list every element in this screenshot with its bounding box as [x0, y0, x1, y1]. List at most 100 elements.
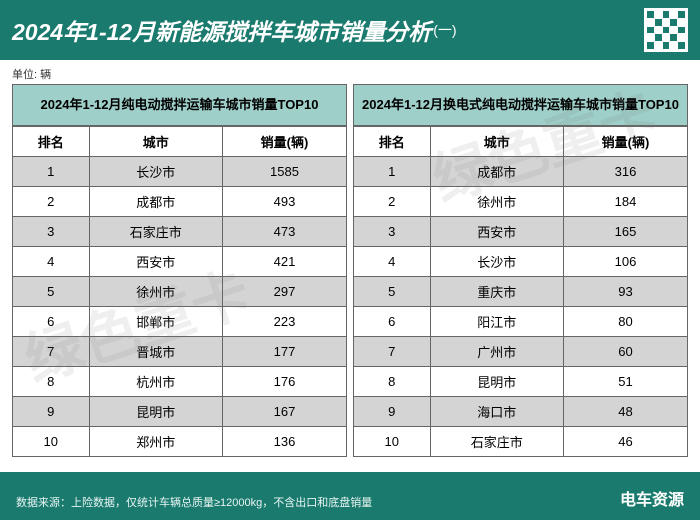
table-row: 4长沙市106 [354, 247, 688, 277]
table-cell: 石家庄市 [89, 217, 222, 247]
table-row: 8昆明市51 [354, 367, 688, 397]
column-header: 排名 [13, 127, 90, 157]
table-cell: 48 [564, 397, 688, 427]
table-cell: 8 [13, 367, 90, 397]
table-cell: 4 [354, 247, 431, 277]
column-header: 城市 [89, 127, 222, 157]
table-row: 1成都市316 [354, 157, 688, 187]
table-cell: 8 [354, 367, 431, 397]
table-cell: 昆明市 [430, 367, 563, 397]
left-table-title: 2024年1-12月纯电动搅拌运输车城市销量TOP10 [12, 84, 347, 126]
table-row: 9昆明市167 [13, 397, 347, 427]
table-row: 3石家庄市473 [13, 217, 347, 247]
table-cell: 徐州市 [89, 277, 222, 307]
table-cell: 60 [564, 337, 688, 367]
table-cell: 184 [564, 187, 688, 217]
table-cell: 223 [223, 307, 347, 337]
table-cell: 10 [354, 427, 431, 457]
column-header: 城市 [430, 127, 563, 157]
footer-bar: 数据来源：上险数据，仅统计车辆总质量≥12000kg，不含出口和底盘销量 电车资… [0, 472, 700, 520]
table-row: 7广州市60 [354, 337, 688, 367]
table-cell: 3 [13, 217, 90, 247]
page-root: 2024年1-12月新能源搅拌车城市销量分析 (一) 单位: 辆 2024年1-… [0, 0, 700, 520]
table-cell: 7 [354, 337, 431, 367]
table-cell: 316 [564, 157, 688, 187]
table-cell: 106 [564, 247, 688, 277]
table-row: 6阳江市80 [354, 307, 688, 337]
table-cell: 473 [223, 217, 347, 247]
table-cell: 5 [13, 277, 90, 307]
table-cell: 176 [223, 367, 347, 397]
table-cell: 3 [354, 217, 431, 247]
table-row: 6邯郸市223 [13, 307, 347, 337]
table-cell: 1 [354, 157, 431, 187]
table-row: 2成都市493 [13, 187, 347, 217]
table-cell: 177 [223, 337, 347, 367]
table-cell: 2 [354, 187, 431, 217]
table-row: 10石家庄市46 [354, 427, 688, 457]
table-cell: 4 [13, 247, 90, 277]
table-cell: 80 [564, 307, 688, 337]
table-cell: 493 [223, 187, 347, 217]
table-cell: 10 [13, 427, 90, 457]
table-cell: 167 [223, 397, 347, 427]
data-source-note: 数据来源：上险数据，仅统计车辆总质量≥12000kg，不含出口和底盘销量 [16, 494, 372, 510]
table-cell: 136 [223, 427, 347, 457]
table-row: 2徐州市184 [354, 187, 688, 217]
brand-logo: 电车资源 [620, 486, 684, 510]
qr-code-icon [644, 8, 688, 52]
page-title: 2024年1-12月新能源搅拌车城市销量分析 [12, 13, 431, 47]
table-cell: 成都市 [430, 157, 563, 187]
table-cell: 阳江市 [430, 307, 563, 337]
table-cell: 西安市 [89, 247, 222, 277]
right-table: 排名城市销量(辆) 1成都市3162徐州市1843西安市1654长沙市1065重… [353, 126, 688, 457]
table-row: 4西安市421 [13, 247, 347, 277]
table-cell: 51 [564, 367, 688, 397]
table-row: 5徐州市297 [13, 277, 347, 307]
column-header: 销量(辆) [223, 127, 347, 157]
left-table-wrap: 2024年1-12月纯电动搅拌运输车城市销量TOP10 排名城市销量(辆) 1长… [12, 84, 347, 457]
table-row: 10郑州市136 [13, 427, 347, 457]
left-table: 排名城市销量(辆) 1长沙市15852成都市4933石家庄市4734西安市421… [12, 126, 347, 457]
table-cell: 421 [223, 247, 347, 277]
table-cell: 成都市 [89, 187, 222, 217]
table-row: 8杭州市176 [13, 367, 347, 397]
table-cell: 297 [223, 277, 347, 307]
table-cell: 9 [354, 397, 431, 427]
table-cell: 6 [354, 307, 431, 337]
table-cell: 徐州市 [430, 187, 563, 217]
tables-container: 2024年1-12月纯电动搅拌运输车城市销量TOP10 排名城市销量(辆) 1长… [0, 84, 700, 457]
table-cell: 7 [13, 337, 90, 367]
table-cell: 昆明市 [89, 397, 222, 427]
table-row: 7晋城市177 [13, 337, 347, 367]
table-cell: 邯郸市 [89, 307, 222, 337]
right-table-wrap: 2024年1-12月换电式纯电动搅拌运输车城市销量TOP10 排名城市销量(辆)… [353, 84, 688, 457]
table-cell: 1 [13, 157, 90, 187]
table-cell: 6 [13, 307, 90, 337]
column-header: 排名 [354, 127, 431, 157]
table-row: 5重庆市93 [354, 277, 688, 307]
table-cell: 石家庄市 [430, 427, 563, 457]
table-cell: 1585 [223, 157, 347, 187]
table-cell: 西安市 [430, 217, 563, 247]
table-cell: 郑州市 [89, 427, 222, 457]
table-cell: 广州市 [430, 337, 563, 367]
table-cell: 46 [564, 427, 688, 457]
table-cell: 海口市 [430, 397, 563, 427]
table-row: 9海口市48 [354, 397, 688, 427]
table-cell: 93 [564, 277, 688, 307]
table-cell: 165 [564, 217, 688, 247]
unit-label: 单位: 辆 [0, 60, 700, 84]
column-header: 销量(辆) [564, 127, 688, 157]
table-cell: 9 [13, 397, 90, 427]
table-row: 1长沙市1585 [13, 157, 347, 187]
table-cell: 长沙市 [430, 247, 563, 277]
table-cell: 2 [13, 187, 90, 217]
right-table-title: 2024年1-12月换电式纯电动搅拌运输车城市销量TOP10 [353, 84, 688, 126]
table-cell: 重庆市 [430, 277, 563, 307]
table-cell: 杭州市 [89, 367, 222, 397]
table-cell: 5 [354, 277, 431, 307]
header-bar: 2024年1-12月新能源搅拌车城市销量分析 (一) [0, 0, 700, 60]
table-row: 3西安市165 [354, 217, 688, 247]
page-title-suffix: (一) [433, 20, 456, 40]
